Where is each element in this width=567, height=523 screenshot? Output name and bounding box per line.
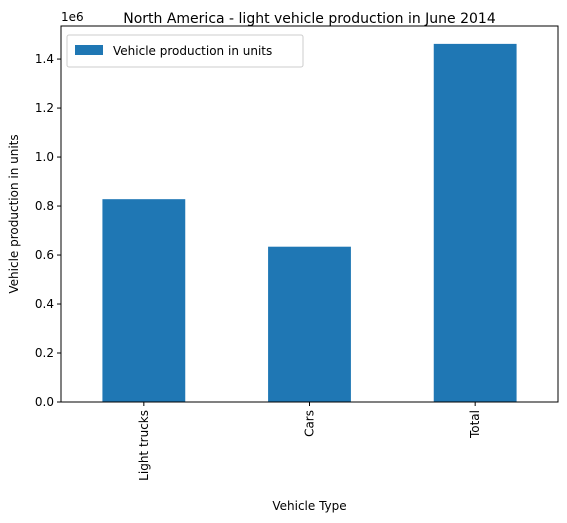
legend-label: Vehicle production in units [113,44,272,58]
y-tick-label: 1.4 [35,52,54,66]
y-tick-label: 0.4 [35,297,54,311]
bar-total [433,43,517,402]
x-axis-label: Vehicle Type [272,499,346,513]
y-tick-label: 0.2 [35,346,54,360]
chart-title: North America - light vehicle production… [123,11,496,27]
plot-frame [60,25,559,403]
y-tick-label: 1.2 [35,101,54,115]
y-tick-label: 0.8 [35,199,54,213]
legend-frame [66,34,304,68]
y-tick-label: 0.6 [35,248,54,262]
y-tick-label: 1.0 [35,150,54,164]
x-tick-label-total: Total [468,410,482,439]
bars-layer [102,43,517,402]
y-tick-label: 0.0 [35,395,54,409]
ticks-layer: Light trucks Cars Total 0.0 0.2 0.4 0.6 0.8 1.0 1… [35,52,482,481]
legend: Vehicle production in units [66,34,304,68]
x-tick-label-light-trucks: Light trucks [137,410,151,481]
legend-swatch [75,45,103,55]
bar-cars [268,246,351,402]
x-tick-label-cars: Cars [303,410,317,437]
y-axis-label: Vehicle production in units [7,134,21,293]
y-axis-scale-label: 1e6 [61,10,84,24]
bar-light-trucks [102,199,186,402]
